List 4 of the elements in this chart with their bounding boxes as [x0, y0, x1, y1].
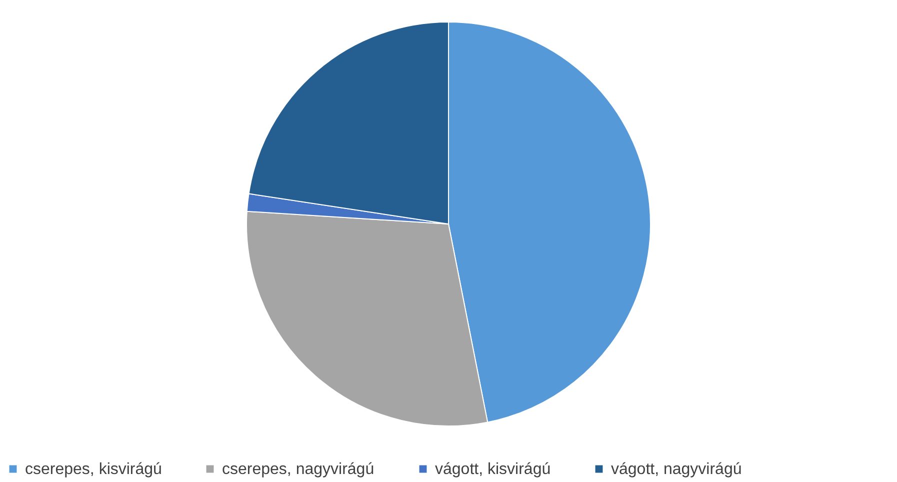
legend-label: cserepes, kisvirágú — [25, 461, 162, 478]
legend-label: vágott, kisvirágú — [435, 461, 551, 478]
legend-label: cserepes, nagyvirágú — [222, 461, 374, 478]
legend-label: vágott, nagyvirágú — [611, 461, 742, 478]
